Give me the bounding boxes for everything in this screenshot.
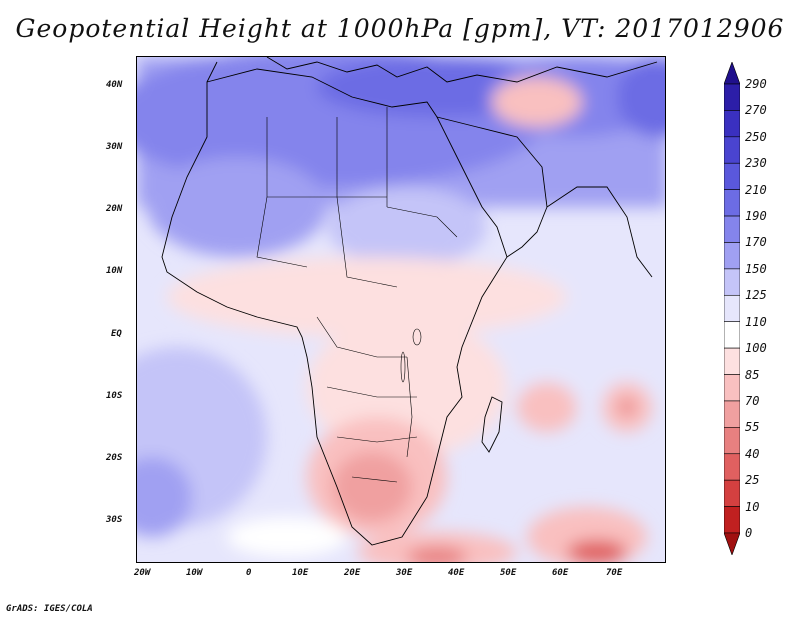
lat-label: 20N xyxy=(106,204,123,214)
colorbar-level-label: 290 xyxy=(745,77,767,91)
map-title: Geopotential Height at 1000hPa [gpm], VT… xyxy=(15,14,785,43)
colorbar-swatch xyxy=(724,189,740,217)
colorbar-swatch xyxy=(724,427,740,455)
colorbar-swatch xyxy=(724,242,740,270)
colorbar-level-label: 100 xyxy=(745,341,767,356)
lon-label: 70E xyxy=(606,568,623,578)
madagascar-coastline xyxy=(481,396,503,453)
europe-coastline xyxy=(206,57,658,83)
colorbar-level-label: 170 xyxy=(745,235,767,250)
lon-label: 10W xyxy=(186,568,203,578)
colorbar-swatch xyxy=(724,268,740,296)
lon-label: 20E xyxy=(344,568,361,578)
colorbar xyxy=(724,62,740,555)
lon-label: 40E xyxy=(448,568,465,578)
colorbar-level-label: 210 xyxy=(745,182,767,197)
colorbar-swatch xyxy=(724,321,740,349)
colorbar-level-label: 85 xyxy=(745,367,760,382)
lat-label: 30N xyxy=(106,142,123,152)
country-borders xyxy=(256,107,458,483)
colorbar-level-label: 70 xyxy=(745,393,760,408)
lat-label: 30S xyxy=(106,515,123,525)
lon-label: 60E xyxy=(552,568,569,578)
colorbar-level-label: 110 xyxy=(745,314,767,329)
south-asia-coastline xyxy=(546,186,653,278)
lake-tanganyika xyxy=(400,351,406,383)
colorbar-bottom-arrow xyxy=(724,532,740,555)
colorbar-swatch xyxy=(724,400,740,428)
height-field-map xyxy=(137,57,665,562)
grads-credit: GrADS: IGES/COLA xyxy=(6,604,93,614)
colorbar-swatch xyxy=(724,215,740,243)
lat-label: EQ xyxy=(111,329,122,339)
colorbar-swatch xyxy=(724,347,740,375)
lat-label: 10S xyxy=(106,391,123,401)
lake-victoria xyxy=(412,328,422,346)
lat-label: 40N xyxy=(106,80,123,90)
colorbar-swatch xyxy=(724,374,740,402)
colorbar-level-label: 0 xyxy=(745,526,753,540)
colorbar-swatch xyxy=(724,162,740,190)
colorbar-swatch xyxy=(724,83,740,111)
lon-label: 50E xyxy=(500,568,517,578)
field-blobs xyxy=(137,57,665,562)
colorbar-top-arrow xyxy=(724,62,740,85)
colorbar-level-label: 125 xyxy=(745,288,767,303)
colorbar-swatch xyxy=(724,506,740,534)
colorbar-level-label: 250 xyxy=(745,129,767,144)
colorbar-level-label: 150 xyxy=(745,261,767,276)
colorbar-level-label: 40 xyxy=(745,446,760,461)
lon-label: 10E xyxy=(292,568,309,578)
map-plot-area xyxy=(136,56,666,563)
lon-label: 30E xyxy=(396,568,413,578)
lon-label: 20W xyxy=(134,568,151,578)
colorbar-swatch xyxy=(724,110,740,138)
colorbar-level-label: 190 xyxy=(745,209,767,224)
colorbar-level-label: 10 xyxy=(745,499,760,514)
colorbar-level-label: 25 xyxy=(745,473,760,488)
africa-coastline xyxy=(161,68,508,546)
lat-label: 20S xyxy=(106,453,123,463)
colorbar-level-label: 230 xyxy=(745,156,767,171)
colorbar-level-label: 55 xyxy=(745,420,760,435)
colorbar-level-label: 270 xyxy=(745,103,767,118)
colorbar-swatch xyxy=(724,136,740,164)
colorbar-swatch xyxy=(724,479,740,507)
arabia-coastline xyxy=(436,116,548,258)
colorbar-swatch xyxy=(724,294,740,323)
colorbar-swatch xyxy=(724,453,740,481)
lat-label: 10N xyxy=(106,266,123,276)
lon-label: 0 xyxy=(246,568,252,578)
